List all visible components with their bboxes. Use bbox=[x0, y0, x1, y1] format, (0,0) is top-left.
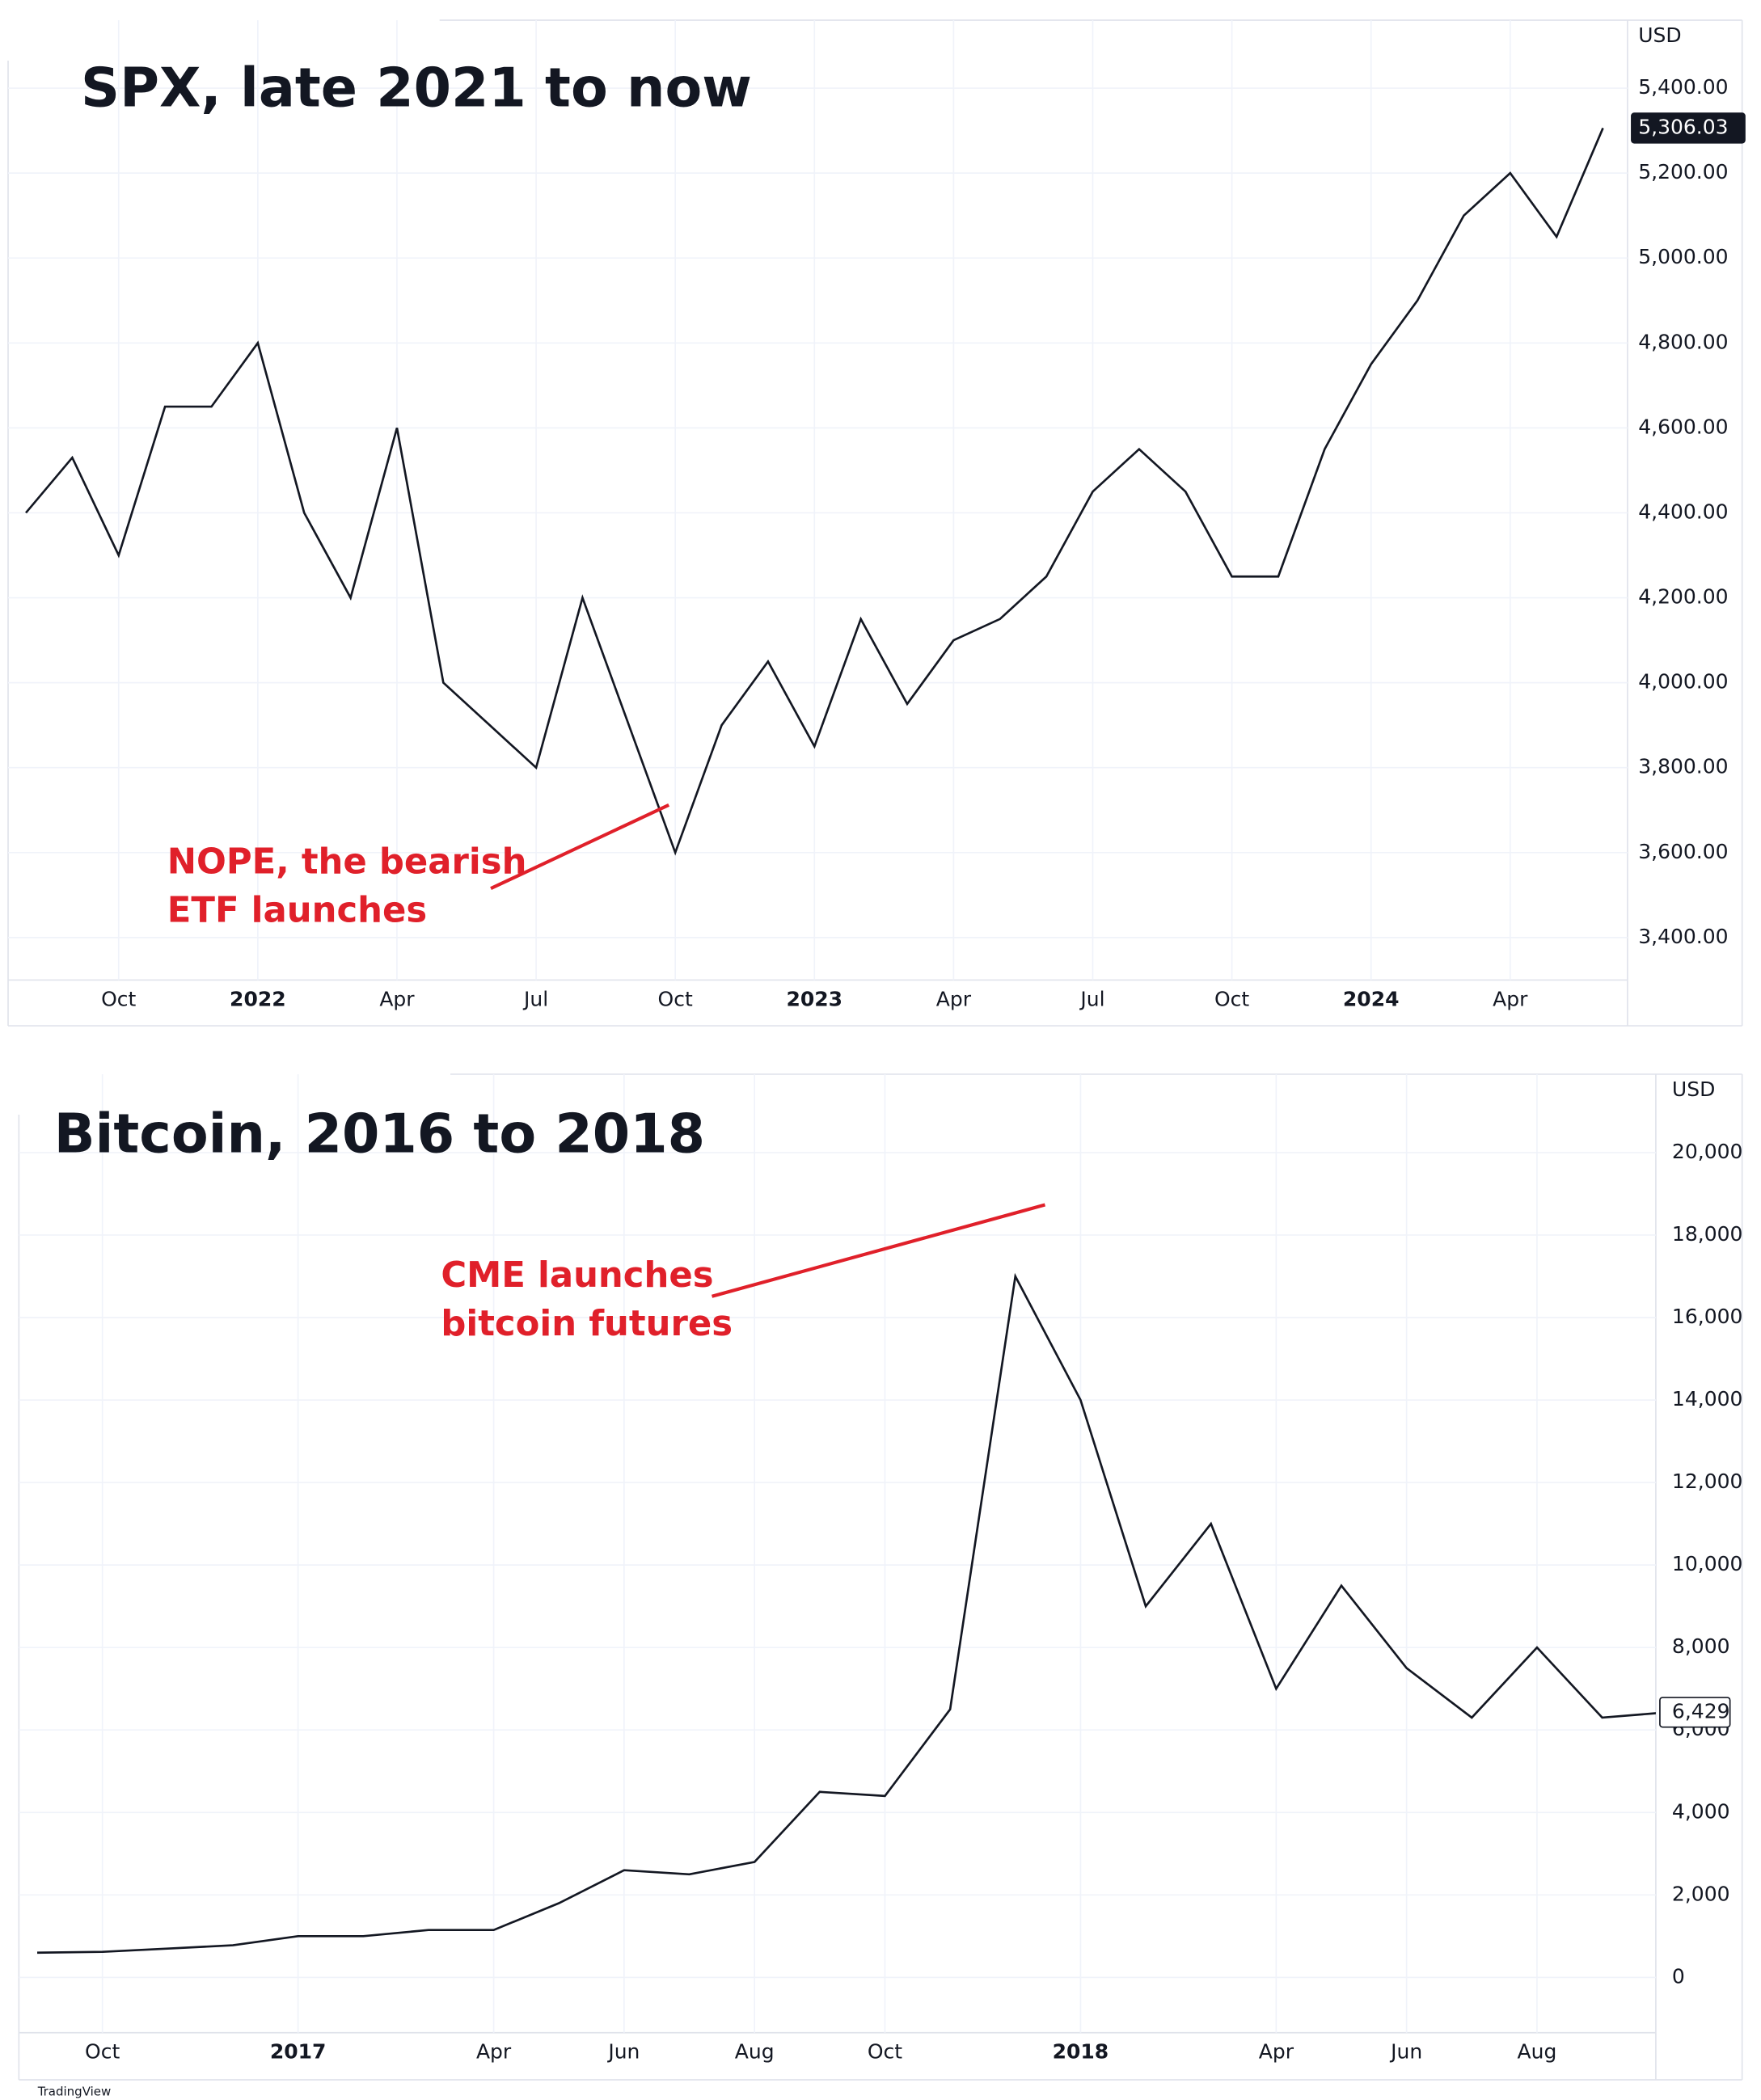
y-tick-label: 20,000 bbox=[1672, 1140, 1742, 1163]
x-tick-label: Jun bbox=[1389, 2040, 1422, 2064]
y-tick-label: 5,400.00 bbox=[1638, 75, 1728, 99]
annotation-text: CME launches bbox=[441, 1255, 713, 1296]
last-price-label: 6,429 bbox=[1672, 1699, 1730, 1723]
x-tick-label: Apr bbox=[936, 987, 972, 1010]
x-tick-label: Jul bbox=[522, 987, 548, 1010]
x-tick-label: Jul bbox=[1079, 987, 1104, 1010]
x-tick-label: 2017 bbox=[270, 2040, 327, 2064]
chart-title: Bitcoin, 2016 to 2018 bbox=[54, 1102, 705, 1165]
y-tick-label: 5,000.00 bbox=[1638, 245, 1728, 268]
y-tick-label: 4,600.00 bbox=[1638, 415, 1728, 438]
x-tick-label: Apr bbox=[1259, 2040, 1294, 2064]
x-tick-label: Oct bbox=[85, 2040, 120, 2064]
x-tick-label: Oct bbox=[1214, 987, 1249, 1010]
price-line bbox=[37, 1272, 1656, 1955]
x-tick-label: Aug bbox=[735, 2040, 775, 2064]
y-tick-label: 4,400.00 bbox=[1638, 500, 1728, 523]
y-tick-label: 0 bbox=[1672, 1964, 1685, 1988]
y-tick-label: 4,000.00 bbox=[1638, 670, 1728, 694]
x-tick-label: 2022 bbox=[230, 987, 286, 1010]
y-tick-label: 4,200.00 bbox=[1638, 585, 1728, 609]
y-tick-label: 12,000 bbox=[1672, 1470, 1742, 1493]
x-tick-label: 2023 bbox=[786, 987, 842, 1010]
y-tick-label: 4,000 bbox=[1672, 1799, 1730, 1823]
x-tick-label: Oct bbox=[658, 987, 693, 1010]
y-tick-label: 18,000 bbox=[1672, 1222, 1742, 1246]
x-tick-label: Apr bbox=[476, 2040, 512, 2064]
last-price-label: 5,306.03 bbox=[1638, 115, 1728, 138]
x-tick-label: 2024 bbox=[1343, 987, 1400, 1010]
y-tick-label: 16,000 bbox=[1672, 1305, 1742, 1328]
y-tick-label: 2,000 bbox=[1672, 1882, 1730, 1905]
last-price-box bbox=[1659, 1697, 1731, 1728]
y-tick-label: 4,800.00 bbox=[1638, 330, 1728, 353]
x-tick-label: Jun bbox=[606, 2040, 640, 2064]
price-line bbox=[24, 127, 1604, 856]
x-tick-label: 2018 bbox=[1053, 2040, 1109, 2064]
annotation-text: NOPE, the bearish bbox=[167, 842, 527, 883]
y-tick-label: 14,000 bbox=[1672, 1387, 1742, 1411]
last-price-box bbox=[1631, 112, 1746, 144]
y-tick-label: 8,000 bbox=[1672, 1634, 1730, 1658]
y-tick-label: 10,000 bbox=[1672, 1552, 1742, 1575]
y-tick-label: 5,200.00 bbox=[1638, 160, 1728, 183]
x-tick-label: Apr bbox=[1493, 987, 1528, 1010]
y-tick-label: 3,800.00 bbox=[1638, 755, 1728, 778]
y-tick-label: 3,600.00 bbox=[1638, 840, 1728, 863]
annotation-arrow bbox=[490, 803, 670, 891]
y-unit: USD bbox=[1672, 1077, 1715, 1101]
x-tick-label: Apr bbox=[379, 987, 415, 1010]
annotation-text: bitcoin futures bbox=[441, 1304, 733, 1344]
y-tick-label: 3,400.00 bbox=[1638, 925, 1728, 948]
x-tick-label: Oct bbox=[101, 987, 136, 1010]
annotation-text: ETF launches bbox=[167, 891, 427, 931]
y-unit: USD bbox=[1638, 23, 1681, 47]
x-tick-label: Oct bbox=[868, 2040, 902, 2064]
x-tick-label: Aug bbox=[1518, 2040, 1557, 2064]
annotation-arrow bbox=[711, 1203, 1046, 1298]
attribution: TradingView bbox=[37, 2085, 112, 2099]
chart-title: SPX, late 2021 to now bbox=[81, 56, 752, 119]
